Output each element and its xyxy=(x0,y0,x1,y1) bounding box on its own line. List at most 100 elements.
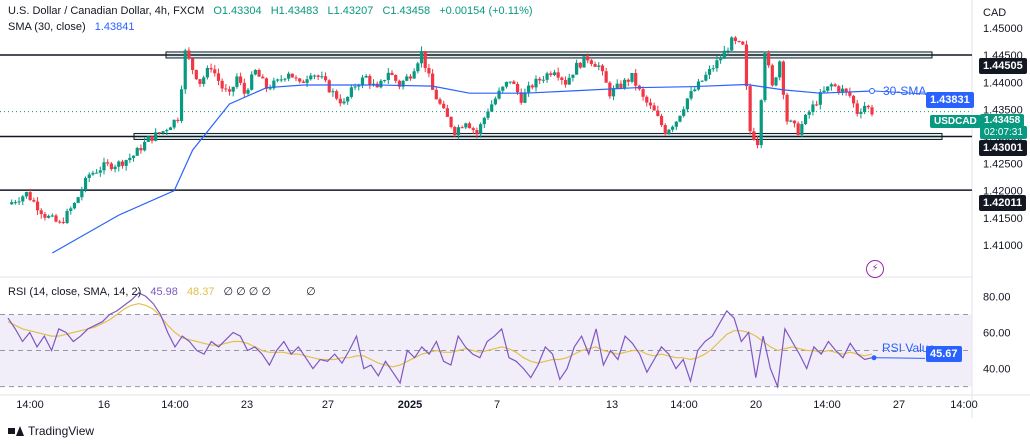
rsi-tick-label: 80.00 xyxy=(983,291,1011,303)
time-tick-label: 14:00 xyxy=(670,399,698,411)
candle-body xyxy=(438,99,442,104)
time-tick-label: 27 xyxy=(322,399,334,411)
candle-body xyxy=(545,73,549,80)
candle-body xyxy=(866,105,870,108)
candle-body xyxy=(851,95,856,104)
candle-body xyxy=(50,215,54,217)
level-mid-tag: 1.43001 xyxy=(979,140,1027,156)
candle-body xyxy=(659,115,664,126)
candle-body xyxy=(549,73,553,76)
candle-body xyxy=(47,215,51,218)
candle-body xyxy=(61,221,65,223)
candle-body xyxy=(312,75,317,77)
time-tick-label: 14:00 xyxy=(161,399,189,411)
candle-body xyxy=(335,91,339,99)
candle-body xyxy=(800,124,804,135)
candle-body xyxy=(239,76,243,83)
candle-body xyxy=(216,73,221,81)
candle-body xyxy=(124,160,128,166)
candle-body xyxy=(161,131,165,134)
candle-body xyxy=(678,115,682,122)
candle-body xyxy=(224,88,228,90)
candle-body xyxy=(600,65,605,72)
candle-body xyxy=(39,210,43,215)
candle-body xyxy=(76,197,80,203)
candle-body xyxy=(183,50,187,90)
candle-body xyxy=(818,92,822,105)
candle-body xyxy=(523,92,527,103)
candle-body xyxy=(157,132,161,134)
candle-body xyxy=(774,77,778,86)
candle-body xyxy=(172,119,176,128)
candle-body xyxy=(405,76,409,81)
candle-body xyxy=(397,80,401,87)
candle-body xyxy=(360,77,365,86)
candle-body xyxy=(154,132,158,141)
candle-body xyxy=(213,69,217,74)
candle-body xyxy=(755,140,760,146)
candle-body xyxy=(493,98,497,105)
candle-body xyxy=(807,112,811,115)
last-price-tag: 1.43458 xyxy=(980,114,1025,127)
candle-body xyxy=(371,83,376,85)
candle-body xyxy=(191,58,195,70)
candle-body xyxy=(109,163,113,170)
rsi-annotation: RSI Value xyxy=(882,341,936,355)
rsi-anchor-point xyxy=(871,355,877,361)
candle-body xyxy=(652,105,656,111)
candle-body xyxy=(383,80,387,82)
candle-body xyxy=(870,107,874,115)
candle-body xyxy=(231,86,235,92)
candle-body xyxy=(571,74,575,78)
flash-icon[interactable]: ⚡ xyxy=(866,260,884,278)
candle-body xyxy=(279,79,283,81)
candle-body xyxy=(253,69,257,75)
currency-label[interactable]: CAD xyxy=(983,7,1007,19)
candle-body xyxy=(486,111,490,118)
candle-body xyxy=(471,128,475,131)
candle-body xyxy=(515,83,520,93)
candle-body xyxy=(792,120,797,124)
candle-body xyxy=(58,221,62,223)
candle-body xyxy=(848,91,852,96)
candle-body xyxy=(560,77,564,80)
candle-body xyxy=(427,68,431,74)
candle-body xyxy=(634,73,638,86)
candle-body xyxy=(859,112,863,114)
candle-body xyxy=(811,104,815,113)
candle-body xyxy=(323,76,328,81)
sma-annotation: 30-SMA xyxy=(883,84,927,98)
candle-body xyxy=(737,41,741,43)
candle-body xyxy=(615,83,619,89)
candle-body xyxy=(715,60,719,69)
candle-body xyxy=(467,123,472,129)
rsi-value-tag: 45.67 xyxy=(926,346,962,362)
rsi-legend-label: RSI (14, close, SMA, 14, 2) xyxy=(8,286,142,298)
candle-body xyxy=(87,174,91,178)
candle-body xyxy=(117,161,121,167)
candle-body xyxy=(567,77,571,85)
candle-body xyxy=(294,77,298,79)
price-tick-label: 1.43500 xyxy=(983,104,1023,116)
level-low-tag: 1.42011 xyxy=(979,195,1027,211)
candle-body xyxy=(626,79,630,82)
candle-body xyxy=(586,56,590,61)
rsi-tick-label: 60.00 xyxy=(983,327,1011,339)
candle-body xyxy=(139,147,143,151)
candle-body xyxy=(32,200,36,202)
candle-body xyxy=(648,102,653,106)
candle-body xyxy=(512,81,516,84)
candle-body xyxy=(209,67,213,70)
candle-body xyxy=(744,44,749,87)
candle-body xyxy=(264,78,269,89)
candle-body xyxy=(781,61,785,95)
candle-body xyxy=(534,78,538,88)
sma-legend-value: 1.43841 xyxy=(94,21,135,33)
candle-body xyxy=(176,119,180,121)
candle-body xyxy=(556,72,560,78)
time-tick-label: 2025 xyxy=(398,399,422,411)
candle-body xyxy=(759,100,763,146)
sma-price-tag: 1.43831 xyxy=(926,92,974,108)
candle-body xyxy=(165,130,169,132)
